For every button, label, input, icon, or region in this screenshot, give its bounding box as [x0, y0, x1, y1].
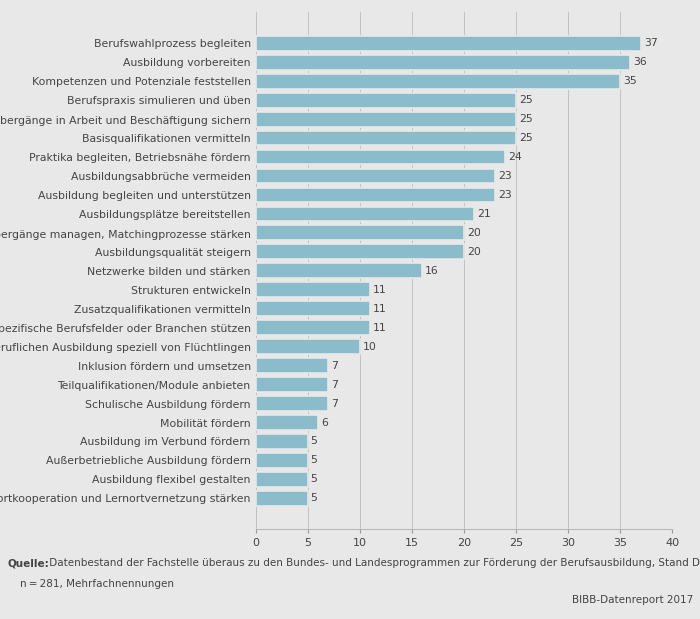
Bar — [256, 264, 422, 278]
Text: 20: 20 — [467, 247, 481, 257]
Bar — [256, 168, 495, 183]
Text: 23: 23 — [498, 190, 512, 200]
Text: 20: 20 — [467, 228, 481, 238]
Bar — [256, 111, 516, 126]
Text: 5: 5 — [311, 493, 318, 503]
Text: 11: 11 — [373, 322, 387, 332]
Text: Quelle:: Quelle: — [7, 558, 49, 568]
Bar — [256, 339, 360, 354]
Text: 5: 5 — [311, 456, 318, 465]
Bar — [256, 74, 620, 89]
Text: 6: 6 — [321, 417, 328, 428]
Bar — [256, 491, 307, 506]
Bar — [256, 320, 370, 335]
Bar — [256, 36, 640, 51]
Bar — [256, 358, 328, 373]
Bar — [256, 415, 318, 430]
Bar — [256, 225, 463, 240]
Bar — [256, 301, 370, 316]
Text: 5: 5 — [311, 474, 318, 485]
Text: 7: 7 — [332, 361, 338, 371]
Text: 24: 24 — [508, 152, 522, 162]
Text: 10: 10 — [363, 342, 377, 352]
Bar — [256, 131, 516, 145]
Text: 11: 11 — [373, 304, 387, 314]
Bar — [256, 93, 516, 108]
Text: 11: 11 — [373, 285, 387, 295]
Text: 7: 7 — [332, 399, 338, 409]
Text: 25: 25 — [519, 114, 533, 124]
Text: 7: 7 — [332, 379, 338, 389]
Bar — [256, 245, 463, 259]
Bar — [256, 472, 307, 487]
Bar — [256, 377, 328, 392]
Text: 37: 37 — [644, 38, 657, 48]
Text: 25: 25 — [519, 133, 533, 143]
Text: 36: 36 — [634, 57, 648, 67]
Text: 25: 25 — [519, 95, 533, 105]
Bar — [256, 396, 328, 411]
Text: BIBB-Datenreport 2017: BIBB-Datenreport 2017 — [572, 595, 693, 605]
Text: 21: 21 — [477, 209, 491, 219]
Bar — [256, 282, 370, 297]
Text: Datenbestand der Fachstelle überaus zu den Bundes- und Landesprogrammen zur Förd: Datenbestand der Fachstelle überaus zu d… — [46, 558, 700, 568]
Text: 23: 23 — [498, 171, 512, 181]
Bar — [256, 188, 495, 202]
Text: n = 281, Mehrfachnennungen: n = 281, Mehrfachnennungen — [7, 579, 174, 589]
Bar — [256, 150, 505, 165]
Bar — [256, 434, 307, 449]
Bar — [256, 207, 474, 222]
Bar — [256, 55, 631, 69]
Text: 5: 5 — [311, 436, 318, 446]
Bar — [256, 453, 307, 468]
Text: 35: 35 — [623, 76, 637, 86]
Text: 16: 16 — [425, 266, 439, 276]
